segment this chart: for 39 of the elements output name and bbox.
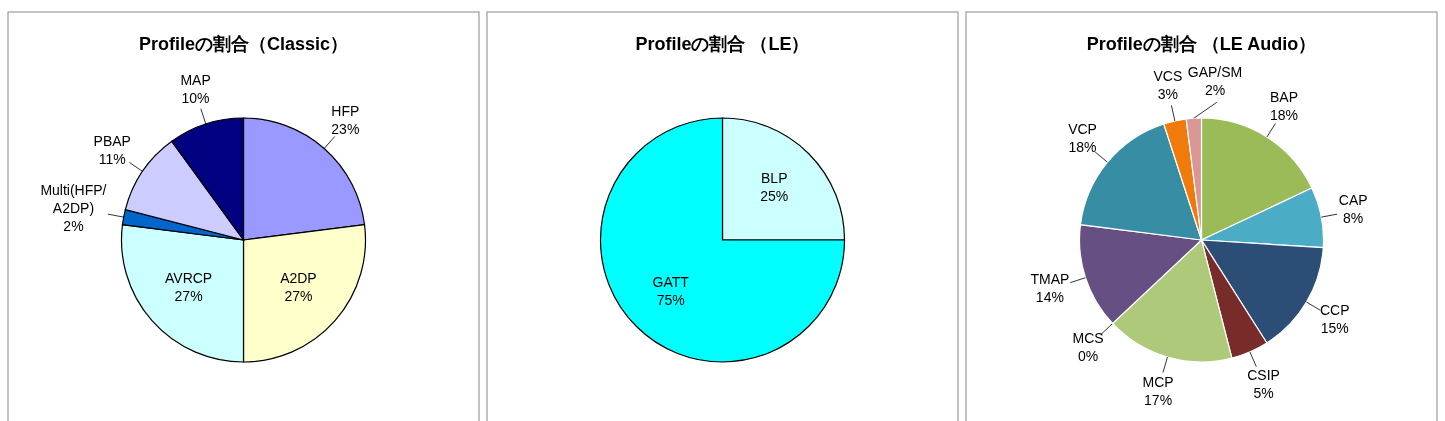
data-label: 14%	[1035, 288, 1064, 305]
data-label: 8%	[1343, 210, 1364, 227]
slice-label: MAP	[180, 71, 211, 88]
slice-label: BLP	[761, 170, 788, 187]
legend-label: MCS	[1072, 330, 1104, 347]
slice-label: CAP	[1338, 192, 1368, 209]
data-label: 2%	[1204, 82, 1226, 99]
data-label: 2%	[63, 217, 84, 234]
slice-label: GATT	[652, 273, 690, 290]
slice-label: GAP/SM	[1187, 64, 1243, 81]
slice-label: CSIP	[1247, 367, 1280, 384]
slice-label: AVRCP	[164, 270, 213, 287]
data-label: 75%	[656, 291, 685, 308]
data-label: 15%	[1320, 320, 1349, 337]
slice-label: PBAP	[93, 133, 131, 150]
slice-label: CCP	[1319, 302, 1350, 319]
data-label: 18%	[1068, 139, 1097, 156]
data-label: 11%	[98, 151, 126, 168]
slice-label: VCS	[1153, 67, 1183, 84]
data-label: 5%	[1253, 385, 1274, 402]
data-label: 18%	[1270, 106, 1299, 123]
slice-label: Multi(HFP/A2DP)	[40, 181, 107, 216]
data-label: 3%	[1157, 85, 1178, 102]
data-label: 25%	[760, 188, 789, 205]
text: 0%	[1077, 348, 1099, 365]
slice-label: MCP	[1142, 373, 1174, 390]
data-label: 10%	[181, 89, 210, 106]
data-label: 17%	[1144, 391, 1173, 408]
chart-title: Profileの割合（Classic）	[138, 34, 349, 54]
chart-title: Profileの割合 （LE Audio）	[1086, 34, 1317, 54]
slice-label: A2DP	[280, 270, 317, 287]
chart-title: Profileの割合 （LE）	[635, 34, 810, 54]
slice-label: BAP	[1270, 88, 1299, 105]
data-label: 27%	[284, 288, 313, 305]
data-label: 23%	[331, 121, 360, 138]
data-label: 27%	[174, 288, 203, 305]
slice-label: VCP	[1068, 121, 1097, 138]
slice-label: TMAP	[1030, 270, 1070, 287]
slice-label: HFP	[331, 103, 360, 120]
